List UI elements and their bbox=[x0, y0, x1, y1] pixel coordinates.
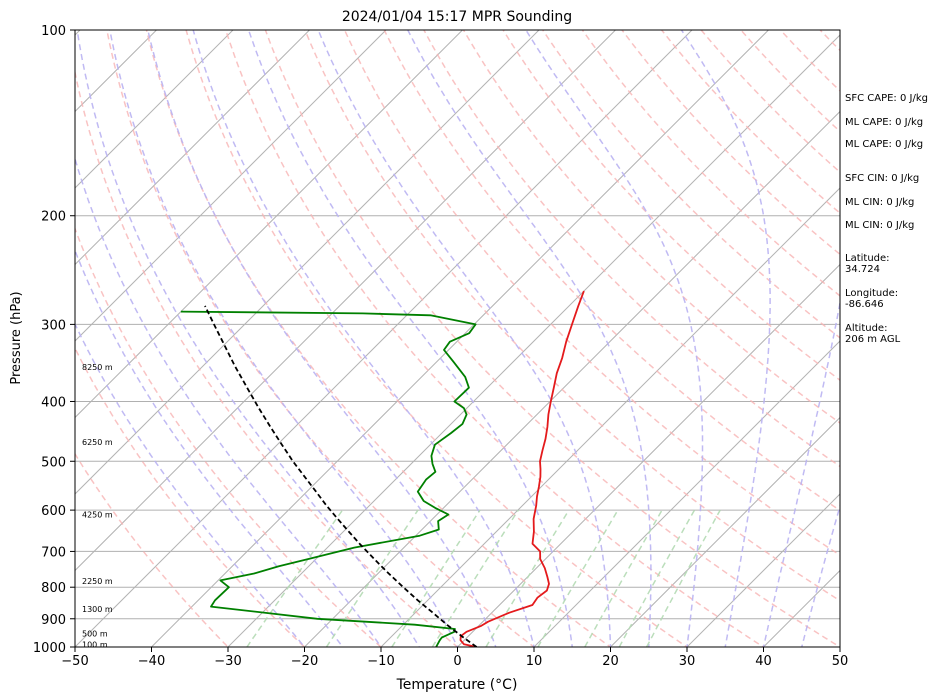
moist-adiabat-line bbox=[407, 30, 652, 647]
isotherm-line bbox=[75, 30, 310, 266]
x-tick-label: 0 bbox=[453, 654, 461, 669]
isotherm-line bbox=[151, 30, 769, 647]
isotherm-line bbox=[227, 34, 840, 647]
x-tick-label: −20 bbox=[291, 654, 318, 669]
ml-cape-stat: ML CAPE: 0 J/kg bbox=[845, 117, 924, 128]
isotherm-line bbox=[304, 110, 840, 647]
mixing-ratio-line bbox=[246, 509, 344, 647]
mixing-ratio-line bbox=[391, 509, 481, 647]
moist-adiabat-line bbox=[800, 503, 840, 647]
dry-adiabat-line bbox=[541, 30, 840, 339]
y-tick-label: 500 bbox=[41, 455, 66, 470]
moist-adiabat-line bbox=[147, 30, 497, 647]
x-tick-label: 30 bbox=[679, 654, 696, 669]
mixing-ratio-line bbox=[485, 509, 570, 647]
mixing-ratio-line bbox=[325, 509, 419, 647]
longitude-stat: Longitude: -86.646 bbox=[845, 288, 899, 310]
dry-adiabat-line bbox=[660, 30, 840, 215]
moist-adiabat-line bbox=[247, 30, 574, 647]
sounding-traces bbox=[180, 290, 585, 647]
altitude-marker: 8250 m bbox=[82, 363, 113, 372]
dry-adiabat-line bbox=[75, 452, 230, 647]
y-tick-label: 400 bbox=[41, 395, 66, 410]
background-lines bbox=[75, 30, 840, 647]
x-tick-label: 50 bbox=[832, 654, 849, 669]
y-axis-label: Pressure (hPa) bbox=[9, 291, 24, 384]
y-tick-label: 900 bbox=[41, 613, 66, 628]
isotherm-line bbox=[686, 493, 840, 647]
moist-adiabat-line bbox=[75, 156, 382, 647]
isotherm-line bbox=[533, 340, 840, 647]
y-tick-label: 800 bbox=[41, 581, 66, 596]
altitude-marker: 500 m bbox=[82, 629, 108, 638]
mixing-ratio-line bbox=[618, 509, 696, 647]
dry-adiabat-line bbox=[581, 30, 840, 297]
y-tick-label: 1000 bbox=[33, 641, 66, 656]
mixing-ratio-line bbox=[537, 509, 619, 647]
moist-adiabat-line bbox=[76, 30, 421, 647]
ml-cape-stat-2: ML CAPE: 0 J/kg bbox=[845, 139, 924, 150]
sfc-cin-stat: SFC CIN: 0 J/kg bbox=[845, 173, 920, 184]
axis-ticks: −50 −40 −30 −20 −10 0 10 20 30 40 50 1000 900 800 700 6… bbox=[33, 24, 848, 669]
isotherm-line bbox=[610, 416, 840, 647]
moist-adiabat-line bbox=[680, 30, 771, 647]
isotherm-line bbox=[457, 263, 840, 647]
mixing-ratio-line bbox=[431, 509, 519, 647]
y-tick-label: 100 bbox=[41, 24, 66, 39]
mixing-ratio-line bbox=[645, 509, 721, 647]
x-tick-label: 20 bbox=[602, 654, 619, 669]
x-axis-label: Temperature (°C) bbox=[396, 677, 518, 693]
x-tick-label: −30 bbox=[214, 654, 241, 669]
sfc-cape-stat: SFC CAPE: 0 J/kg bbox=[845, 93, 928, 104]
x-tick-label: 10 bbox=[526, 654, 543, 669]
altitude-markers: 100 m 500 m 1300 m 2250 m 4250 m 6250 m 8250 m bbox=[82, 363, 113, 649]
altitude-marker: 4250 m bbox=[82, 511, 113, 520]
isotherm-line bbox=[75, 30, 616, 572]
mixing-ratio-line bbox=[584, 509, 663, 647]
y-tick-label: 600 bbox=[41, 504, 66, 519]
x-tick-label: 40 bbox=[755, 654, 772, 669]
isotherm-line bbox=[75, 30, 387, 342]
dry-adiabat-line bbox=[75, 346, 306, 647]
moist-adiabat-line bbox=[75, 322, 306, 647]
altitude-marker: 6250 m bbox=[82, 438, 113, 447]
moist-adiabat-line bbox=[525, 30, 704, 647]
isotherm-line bbox=[75, 30, 234, 189]
moist-adiabat-line bbox=[192, 30, 535, 647]
parcel-line bbox=[204, 305, 478, 647]
dry-adiabat-line bbox=[264, 30, 840, 647]
dry-adiabat-line bbox=[106, 30, 536, 647]
moist-adiabat-line bbox=[317, 30, 612, 647]
altitude-marker: 1300 m bbox=[82, 605, 113, 614]
y-tick-label: 300 bbox=[41, 318, 66, 333]
dewpoint-line bbox=[180, 310, 477, 647]
isotherm-line bbox=[380, 187, 840, 647]
x-tick-label: −10 bbox=[367, 654, 394, 669]
ml-cin-stat-2: ML CIN: 0 J/kg bbox=[845, 220, 915, 231]
y-tick-label: 200 bbox=[41, 210, 66, 225]
moist-adiabat-line bbox=[75, 248, 344, 647]
y-tick-label: 700 bbox=[41, 545, 66, 560]
altitude-marker: 100 m bbox=[82, 640, 108, 649]
isotherm-line bbox=[75, 30, 463, 419]
altitude-marker: 2250 m bbox=[82, 577, 113, 586]
isotherm-line bbox=[75, 30, 693, 647]
altitude-stat: Altitude: 206 m AGL bbox=[845, 323, 901, 345]
x-tick-label: −50 bbox=[61, 654, 88, 669]
temperature-line bbox=[459, 290, 585, 647]
moist-adiabat-line bbox=[762, 298, 840, 647]
dry-adiabat-line bbox=[75, 69, 459, 647]
x-tick-label: −40 bbox=[138, 654, 165, 669]
dry-adiabat-line bbox=[145, 30, 612, 647]
chart-title: 2024/01/04 15:17 MPR Sounding bbox=[342, 9, 572, 25]
isotherm-line bbox=[75, 30, 540, 495]
dry-adiabat-line bbox=[224, 30, 765, 647]
ml-cin-stat: ML CIN: 0 J/kg bbox=[845, 197, 915, 208]
latitude-stat: Latitude: 34.724 bbox=[845, 253, 890, 275]
dry-adiabat-line bbox=[185, 30, 689, 647]
dry-adiabat-line bbox=[502, 30, 840, 382]
dry-adiabat-line bbox=[700, 30, 840, 174]
moist-adiabat-line bbox=[109, 30, 459, 647]
